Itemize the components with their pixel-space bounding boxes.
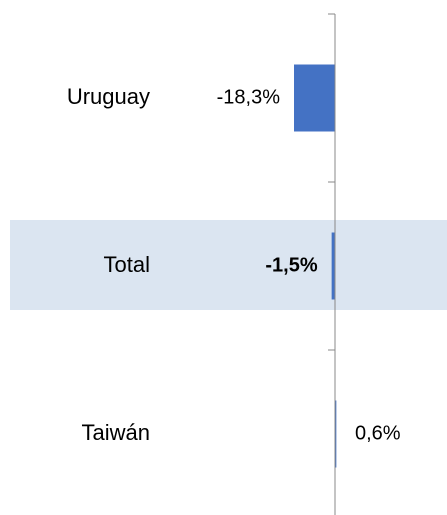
category-label: Uruguay	[67, 84, 150, 109]
category-label: Total	[104, 252, 150, 277]
category-label: Taiwán	[82, 420, 150, 445]
bar	[294, 64, 335, 132]
highlight-band	[10, 220, 447, 310]
bar	[331, 232, 335, 300]
value-label: 0,6%	[355, 422, 401, 444]
bar	[335, 400, 337, 468]
value-label: -18,3%	[217, 86, 281, 108]
value-label: -1,5%	[265, 254, 317, 276]
